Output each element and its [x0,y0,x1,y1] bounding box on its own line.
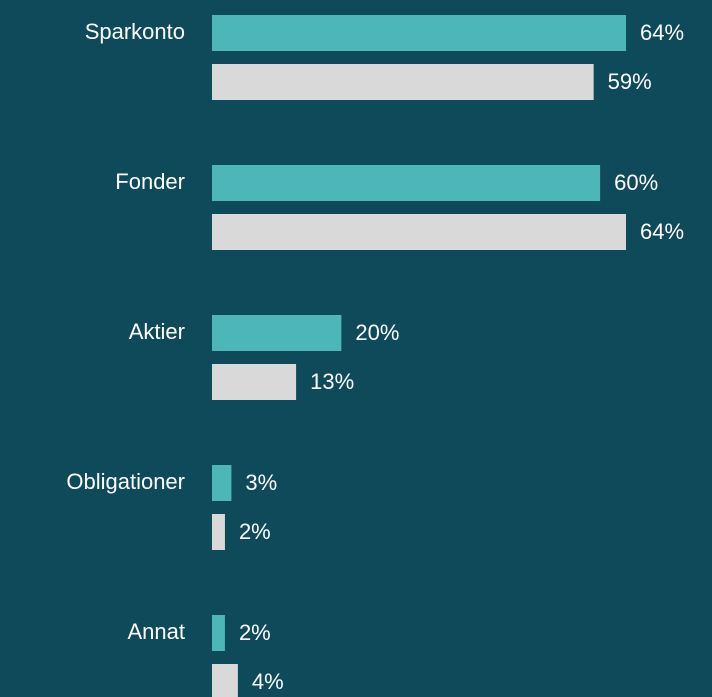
category-label: Annat [128,619,186,644]
bar [212,465,232,501]
value-label: 3% [245,470,277,495]
value-label: 2% [239,620,271,645]
value-label: 64% [640,219,684,244]
bar [212,364,297,400]
category-label: Obligationer [66,469,185,494]
bar [212,64,594,100]
category-label: Fonder [115,169,185,194]
bar [212,165,601,201]
bar [212,15,626,51]
category-label: Sparkonto [85,19,185,44]
bar [212,214,626,250]
value-label: 20% [355,320,399,345]
bar [212,615,225,651]
value-label: 59% [608,69,652,94]
value-label: 60% [614,170,658,195]
value-label: 4% [252,669,284,694]
category-label: Aktier [129,319,185,344]
value-label: 64% [640,20,684,45]
bar [212,315,342,351]
bar [212,664,238,697]
value-label: 13% [310,369,354,394]
bar [212,514,225,550]
value-label: 2% [239,519,271,544]
